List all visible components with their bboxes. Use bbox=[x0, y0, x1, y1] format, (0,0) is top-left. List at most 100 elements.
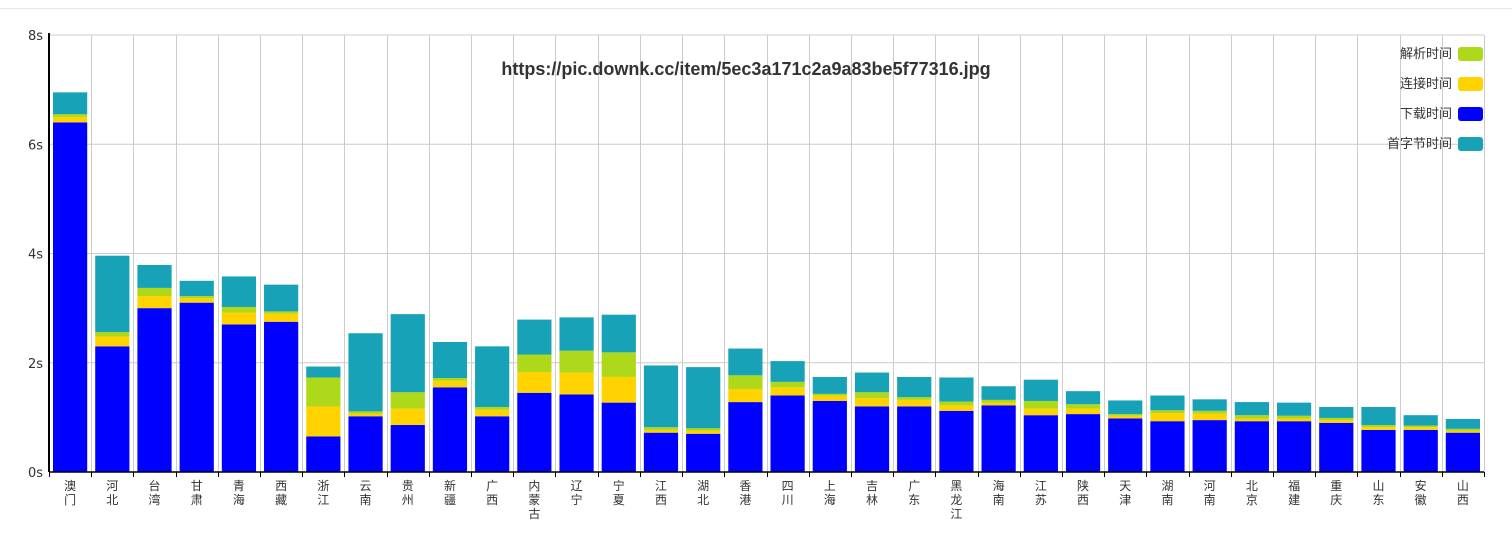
legend-swatch bbox=[1458, 77, 1483, 91]
bar-segment-4 bbox=[348, 333, 383, 412]
bar-segment-4 bbox=[137, 264, 172, 288]
bar-segment-4 bbox=[1361, 407, 1396, 426]
bar-segment-1 bbox=[686, 433, 721, 472]
bar-segment-2 bbox=[1192, 413, 1227, 421]
bar-segment-1 bbox=[601, 402, 636, 472]
bar-segment-3 bbox=[179, 296, 214, 299]
legend-label: 首字节时间 bbox=[1387, 137, 1452, 152]
bar-segment-1 bbox=[643, 432, 679, 472]
x-tick-label: 西藏 bbox=[275, 479, 287, 507]
bar-segment-2 bbox=[1234, 418, 1269, 422]
x-tick-label: 香港 bbox=[739, 479, 751, 507]
bar-segment-2 bbox=[643, 429, 679, 433]
x-tick-labels: 澳门 河北 台湾 甘肃 青海 西藏 浙江 云南 贵州 新疆 广西 内蒙古 辽宁 宁夏 江西 湖北 香港 四川 上海 吉… bbox=[64, 478, 1469, 521]
x-tick-label: 广西 bbox=[486, 479, 498, 507]
bar-segment-1 bbox=[897, 406, 932, 472]
bars-layer bbox=[53, 92, 1480, 473]
bar-segment-2 bbox=[939, 405, 974, 411]
bar-segment-4 bbox=[601, 314, 636, 353]
x-tick-label: 河北 bbox=[106, 479, 118, 507]
legend-swatch bbox=[1458, 107, 1483, 121]
legend-label: 下载时间 bbox=[1400, 107, 1452, 122]
bar-segment-2 bbox=[770, 387, 805, 396]
bar-segment-2 bbox=[1445, 430, 1480, 433]
bar-segment-1 bbox=[854, 406, 890, 472]
bar-segment-4 bbox=[179, 280, 214, 297]
bar-segment-4 bbox=[221, 276, 257, 308]
x-tick-label: 上海 bbox=[824, 479, 836, 507]
bar-segment-3 bbox=[1445, 428, 1480, 431]
bar-segment-4 bbox=[1150, 395, 1185, 411]
bar-segment-1 bbox=[432, 387, 468, 472]
bar-segment-3 bbox=[897, 397, 932, 400]
bar-segment-1 bbox=[95, 346, 130, 472]
bar-segment-2 bbox=[475, 409, 510, 417]
bar-segment-2 bbox=[137, 296, 172, 309]
x-tick-label: 台湾 bbox=[149, 478, 161, 507]
bar-segment-1 bbox=[812, 400, 847, 472]
bar-segment-4 bbox=[1234, 402, 1269, 416]
bar-segment-1 bbox=[221, 324, 257, 472]
bar-segment-2 bbox=[1023, 408, 1058, 416]
y-tick-label: 4s bbox=[28, 248, 43, 263]
bar-segment-1 bbox=[1361, 429, 1396, 472]
bar-segment-3 bbox=[1361, 425, 1396, 428]
bar-segment-3 bbox=[517, 354, 552, 373]
bar-segment-2 bbox=[221, 312, 257, 325]
x-tick-label: 北京 bbox=[1246, 479, 1258, 507]
bar-segment-3 bbox=[348, 411, 383, 414]
bar-segment-4 bbox=[1192, 399, 1227, 411]
bar-segment-2 bbox=[306, 406, 341, 437]
bar-segment-2 bbox=[264, 313, 299, 322]
bar-segment-2 bbox=[854, 398, 890, 407]
bar-segment-3 bbox=[95, 332, 130, 337]
legend-label: 连接时间 bbox=[1400, 76, 1452, 92]
bar-segment-3 bbox=[137, 287, 172, 297]
bar-segment-2 bbox=[348, 413, 383, 417]
bar-segment-3 bbox=[1150, 410, 1185, 413]
bar-segment-2 bbox=[686, 430, 721, 434]
grid-layer bbox=[49, 34, 1485, 473]
bar-segment-4 bbox=[1403, 415, 1438, 426]
bar-segment-3 bbox=[264, 311, 299, 314]
legend-label: 解析时间 bbox=[1400, 47, 1452, 62]
x-tick-label: 天津 bbox=[1119, 479, 1131, 507]
bar-segment-3 bbox=[1192, 410, 1227, 414]
bar-segment-4 bbox=[1065, 391, 1101, 405]
bar-segment-2 bbox=[179, 298, 214, 303]
bar-segment-1 bbox=[1403, 429, 1438, 472]
bar-segment-2 bbox=[517, 372, 552, 393]
bar-segment-3 bbox=[390, 392, 425, 409]
x-tick-label: 河南 bbox=[1204, 479, 1216, 507]
bar-segment-2 bbox=[559, 372, 594, 395]
bar-segment-4 bbox=[475, 346, 510, 407]
bar-segment-1 bbox=[137, 308, 172, 473]
axes-layer bbox=[48, 33, 1485, 477]
bar-segment-3 bbox=[1108, 414, 1143, 416]
bar-segment-2 bbox=[1150, 413, 1185, 422]
bar-segment-1 bbox=[1065, 414, 1101, 472]
bar-segment-4 bbox=[517, 319, 552, 355]
bar-segment-3 bbox=[981, 399, 1016, 403]
bar-segment-2 bbox=[432, 380, 468, 388]
x-tick-label: 辽宁 bbox=[571, 479, 583, 507]
bar-segment-1 bbox=[939, 410, 974, 472]
x-tick-label: 澳门 bbox=[64, 479, 76, 507]
bar-segment-3 bbox=[1065, 404, 1101, 409]
top-divider bbox=[0, 8, 1512, 9]
bar-segment-3 bbox=[601, 352, 636, 377]
bar-segment-4 bbox=[95, 255, 130, 333]
bar-segment-1 bbox=[1192, 420, 1227, 472]
bar-segment-4 bbox=[770, 361, 805, 382]
bar-segment-3 bbox=[53, 114, 88, 117]
bar-segment-1 bbox=[517, 392, 552, 472]
bar-segment-2 bbox=[1065, 408, 1101, 415]
bar-segment-4 bbox=[897, 376, 932, 398]
bar-segment-4 bbox=[812, 376, 847, 394]
bar-segment-3 bbox=[1234, 415, 1269, 419]
y-tick-label: 6s bbox=[28, 138, 43, 153]
bar-segment-2 bbox=[1276, 418, 1312, 422]
x-tick-label: 山东 bbox=[1372, 479, 1384, 507]
bar-segment-3 bbox=[854, 392, 890, 399]
